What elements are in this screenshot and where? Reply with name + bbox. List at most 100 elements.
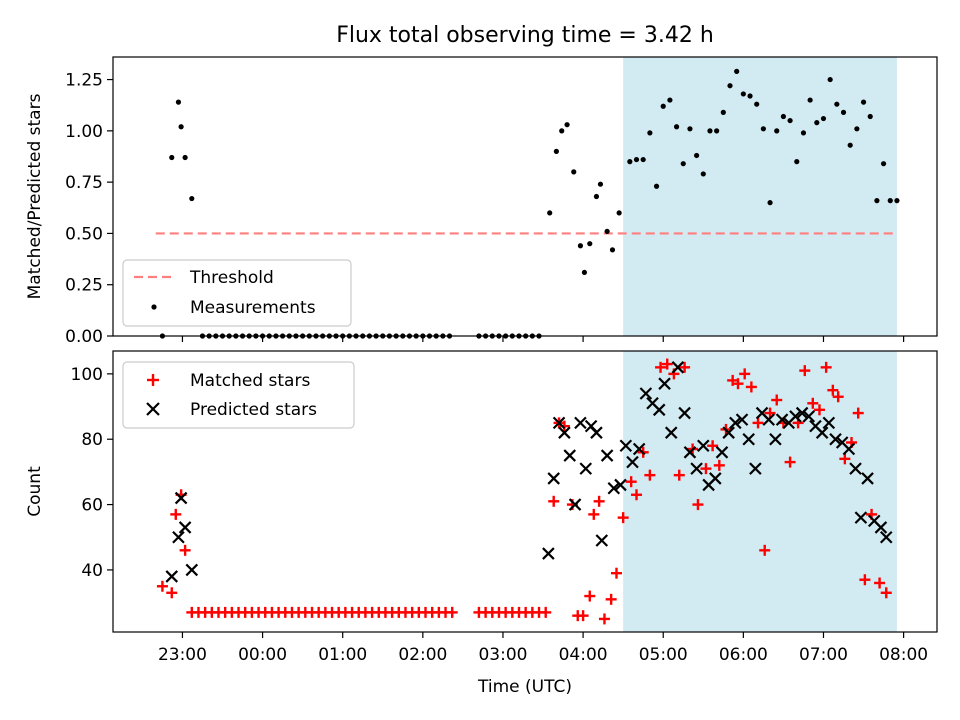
predicted-star-stroke-b: [854, 511, 868, 524]
measurement-point: [720, 109, 726, 115]
measurement-point: [189, 195, 195, 202]
predicted-star-stroke-b: [879, 530, 893, 544]
predicted-star-stroke-b: [815, 426, 829, 439]
predicted-star-stroke-b: [722, 426, 735, 439]
predicted-star-stroke-b: [590, 426, 603, 439]
top-y-tick-label: 0.75: [65, 173, 103, 193]
measurement-point: [747, 93, 753, 99]
x-tick-label: 23:00: [158, 645, 207, 665]
predicted-star-point: [802, 410, 816, 423]
top-y-tick-label: 0.00: [65, 327, 103, 347]
matched-star-point: [605, 593, 617, 605]
measurement-point: [673, 124, 680, 130]
bottom-y-ticks: 40 60 80 100: [71, 365, 113, 581]
predicted-star-stroke-b: [775, 413, 789, 426]
predicted-star-point: [874, 521, 888, 534]
matched-star-point: [859, 574, 871, 586]
x-tick-label: 01:00: [318, 645, 367, 665]
measurement-point: [707, 128, 713, 134]
predicted-star-stroke-b: [600, 449, 614, 462]
measurement-point: [587, 241, 593, 247]
x-tick-label: 02:00: [398, 645, 447, 665]
predicted-star-stroke-b: [547, 472, 560, 485]
predicted-star-point: [729, 416, 742, 430]
matched-star-point: [707, 440, 719, 452]
measurement-point: [653, 183, 660, 189]
matched-star-point: [170, 508, 182, 520]
predicted-star-stroke-b: [607, 481, 621, 495]
predicted-star-point: [879, 530, 893, 544]
measurement-point: [860, 99, 867, 105]
matched-star-point: [179, 544, 191, 556]
predicted-stars-points: [165, 361, 893, 583]
measurement-point: [559, 128, 565, 134]
measurement-point: [547, 210, 553, 216]
predicted-star-stroke-b: [658, 377, 671, 390]
measurement-point: [680, 161, 686, 167]
bottom-y-label: Count: [25, 466, 45, 517]
predicted-star-stroke-b: [683, 446, 697, 459]
measurement-point: [854, 126, 860, 132]
measurement-point: [571, 169, 577, 175]
predicted-star-stroke-b: [735, 413, 749, 426]
predicted-star-stroke-b: [762, 413, 776, 426]
measurement-point: [754, 101, 760, 107]
predicted-star-point: [568, 498, 582, 511]
predicted-star-point: [697, 439, 710, 453]
measurement-point: [609, 247, 616, 253]
predicted-star-stroke-b: [697, 439, 710, 453]
predicted-star-stroke-b: [185, 563, 199, 577]
matched-star-point: [548, 495, 560, 507]
legend-matched-label: Matched stars: [190, 371, 310, 391]
legend-measurements-label: Measurements: [190, 298, 316, 318]
predicted-star-point: [574, 416, 587, 430]
measurement-point: [687, 126, 693, 132]
predicted-star-stroke-b: [558, 426, 571, 439]
bottom-y-tick-label: 40: [81, 561, 103, 581]
measurement-point: [794, 159, 800, 165]
predicted-star-point: [829, 432, 842, 446]
matched-star-point: [617, 512, 629, 524]
predicted-star-stroke-b: [789, 410, 802, 423]
predicted-star-stroke-b: [595, 534, 609, 547]
top-y-tick-label: 0.50: [65, 224, 103, 244]
legend-threshold-label: Threshold: [189, 268, 274, 288]
measurement-point: [880, 161, 887, 167]
predicted-star-point: [619, 439, 633, 453]
predicted-star-point: [775, 413, 789, 426]
predicted-star-stroke-b: [729, 416, 742, 430]
matched-star-point: [874, 577, 886, 589]
predicted-star-stroke-b: [802, 410, 816, 423]
x-tick-label: 08:00: [879, 645, 928, 665]
bottom-legend-box: [122, 361, 355, 429]
predicted-star-stroke-b: [646, 397, 659, 410]
predicted-star-stroke-b: [849, 462, 862, 475]
predicted-star-point: [165, 570, 179, 583]
x-tick-label: 04:00: [559, 645, 608, 665]
predicted-star-point: [683, 446, 697, 459]
predicted-star-point: [172, 530, 185, 544]
predicted-star-point: [607, 481, 621, 495]
predicted-star-point: [558, 426, 571, 439]
bottom-y-tick-label: 100: [71, 365, 103, 385]
predicted-star-point: [542, 547, 555, 560]
predicted-star-stroke-b: [861, 472, 874, 485]
measurement-point: [847, 142, 853, 148]
predicted-star-stroke-b: [652, 403, 666, 417]
matched-star-point: [692, 499, 704, 511]
matched-star-point: [880, 587, 892, 599]
predicted-star-point: [861, 472, 874, 485]
predicted-star-stroke-b: [174, 491, 188, 505]
measurement-point: [178, 124, 184, 130]
predicted-star-stroke-b: [867, 514, 881, 528]
bottom-observing-window: [623, 351, 897, 632]
predicted-star-point: [849, 462, 862, 475]
measurement-point: [553, 148, 559, 154]
matched-star-point: [588, 508, 600, 520]
measurement-point: [182, 154, 188, 161]
predicted-star-point: [742, 432, 755, 446]
measurement-point: [597, 181, 604, 187]
matched-star-point: [661, 358, 673, 370]
measurement-point: [867, 113, 873, 120]
predicted-star-stroke-b: [552, 416, 566, 430]
